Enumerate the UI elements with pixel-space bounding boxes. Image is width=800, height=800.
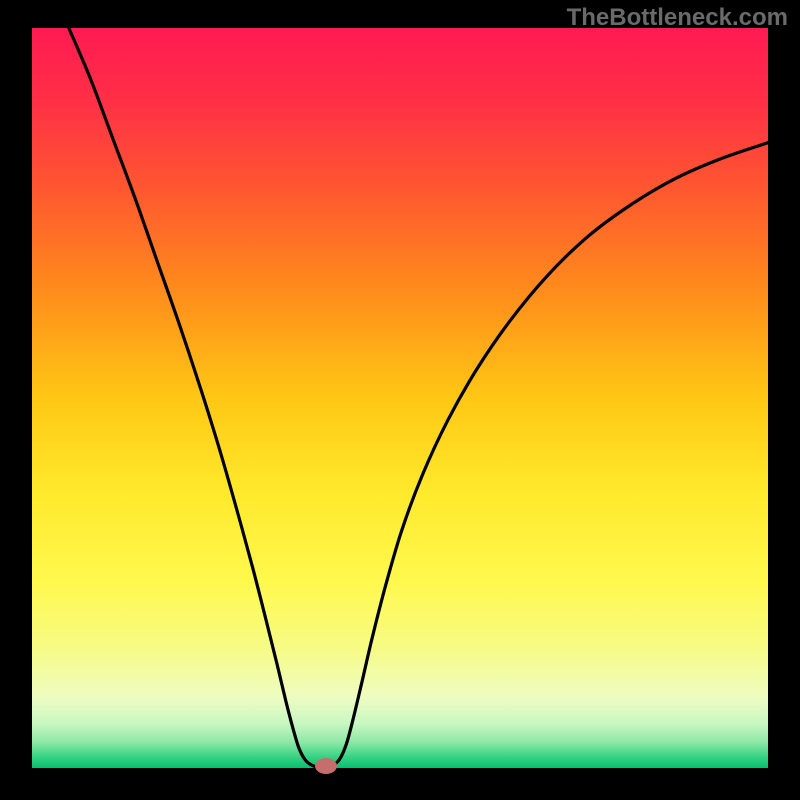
watermark-text: TheBottleneck.com — [567, 4, 788, 32]
bottleneck-curve — [32, 28, 768, 768]
plot-area — [32, 28, 768, 768]
chart-frame: TheBottleneck.com — [0, 0, 800, 800]
optimum-marker — [315, 758, 337, 774]
